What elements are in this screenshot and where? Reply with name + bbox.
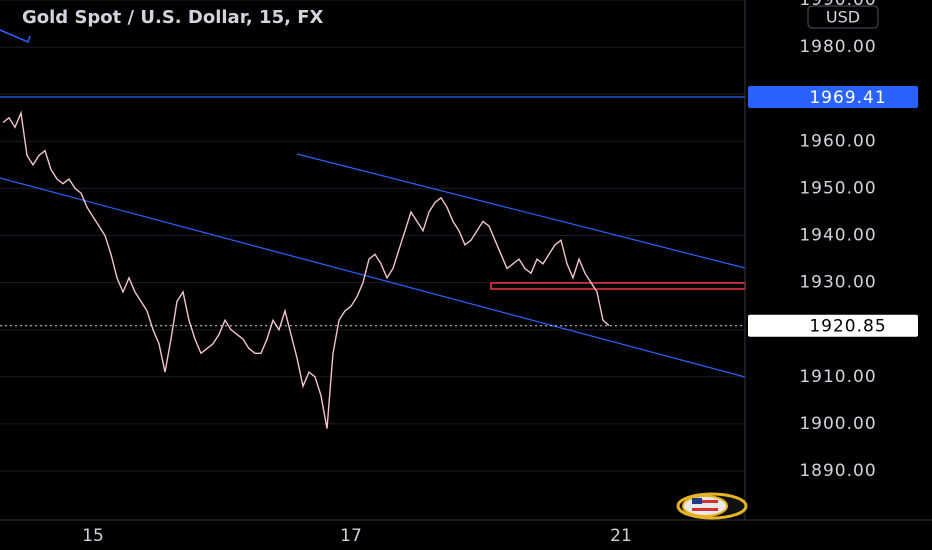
chart-title: Gold Spot / U.S. Dollar, 15, FX <box>22 7 323 28</box>
channel-line <box>296 153 746 269</box>
y-tick-label: 1960.00 <box>799 131 876 151</box>
y-tick-label: 1890.00 <box>799 461 876 481</box>
channel-line <box>0 177 746 378</box>
price-badge <box>748 85 918 108</box>
price-line <box>2 110 610 429</box>
price-badge-label: 1969.41 <box>809 88 886 108</box>
x-tick-label: 17 <box>340 526 362 546</box>
last-price-label: 1920.85 <box>809 317 886 337</box>
currency-label: USD <box>826 8 860 27</box>
arrow-drawing <box>0 29 31 44</box>
y-tick-label: 1910.00 <box>799 367 876 387</box>
y-tick-label: 1950.00 <box>799 178 876 198</box>
y-tick-label: 1990.00 <box>799 0 876 10</box>
axis: 1890.001900.001910.001920.001930.001940.… <box>82 0 918 546</box>
y-tick-label: 1980.00 <box>799 37 876 57</box>
last-price-badge <box>748 314 918 337</box>
grid <box>0 0 745 472</box>
flag-icon <box>676 492 748 520</box>
currency-badge <box>807 5 879 29</box>
x-tick-label: 21 <box>610 526 632 546</box>
y-tick-label: 1930.00 <box>799 273 876 293</box>
plot <box>0 96 745 429</box>
x-tick-label: 15 <box>82 526 104 546</box>
y-tick-label: 1940.00 <box>799 226 876 246</box>
y-tick-label: 1900.00 <box>799 414 876 434</box>
